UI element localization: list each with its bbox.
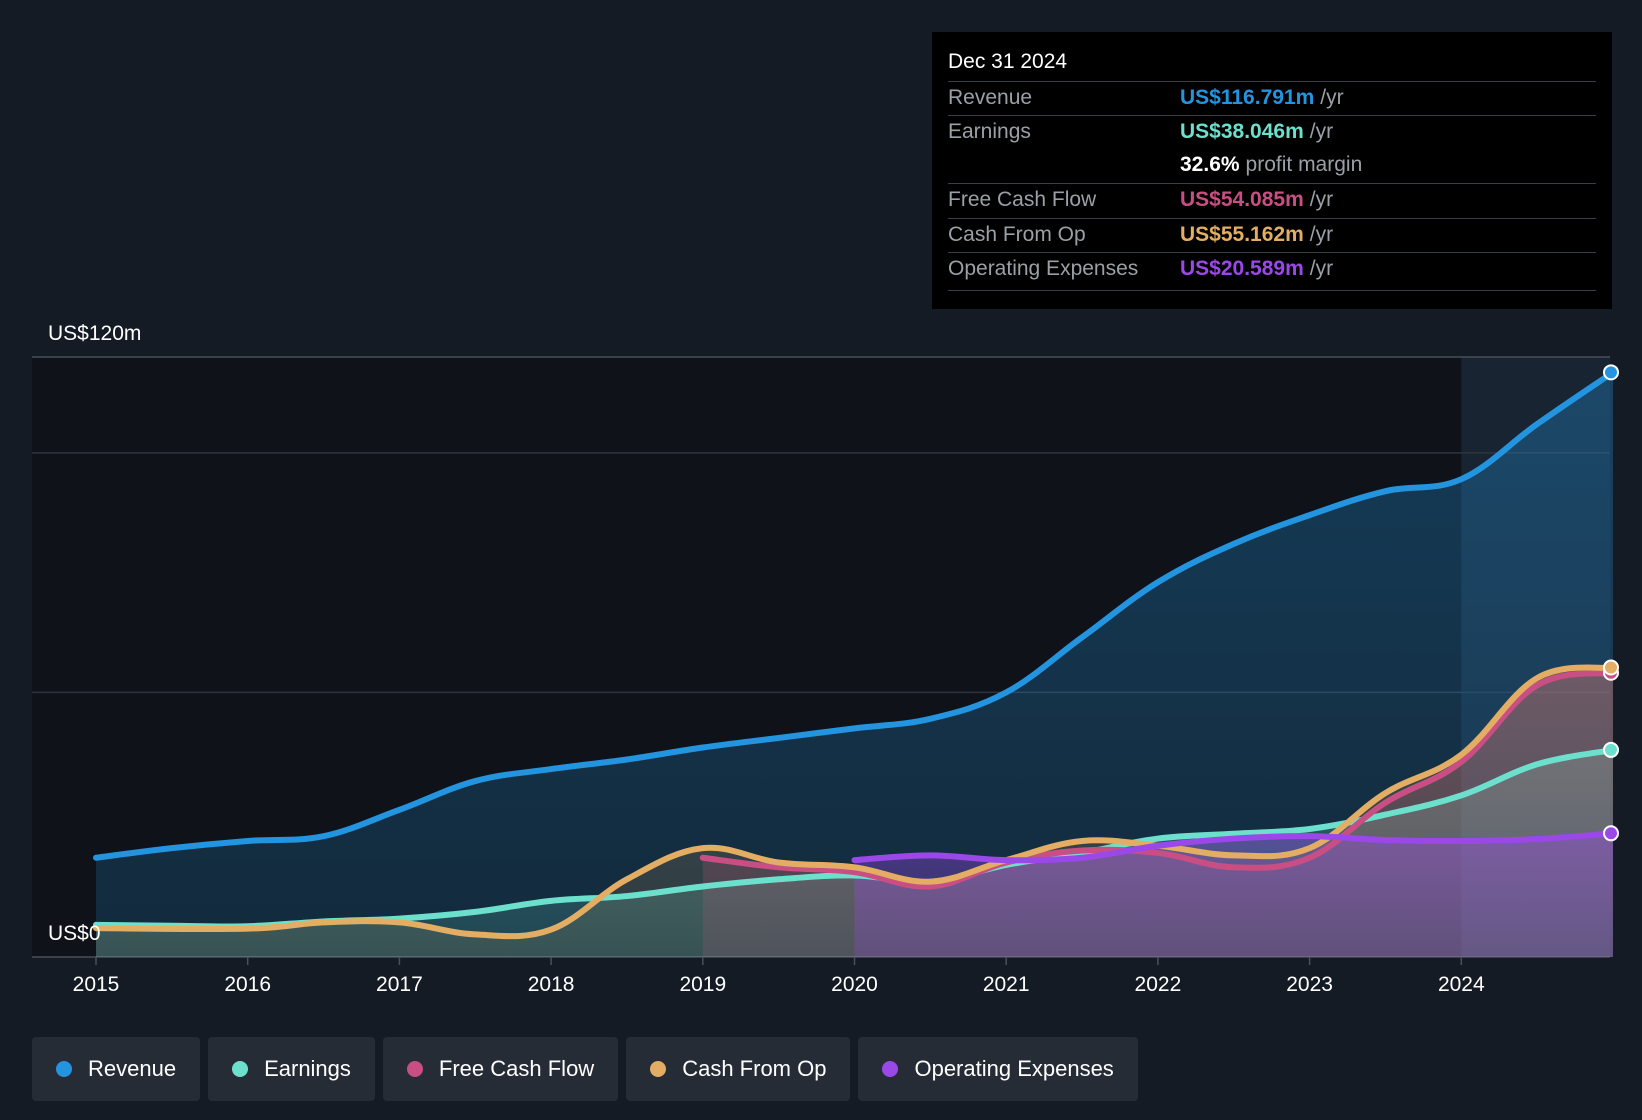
operating-expenses-dot-icon — [882, 1061, 899, 1077]
earnings-dot-icon — [232, 1061, 249, 1077]
tooltip-divider — [948, 290, 1596, 291]
revenue-dot-icon — [56, 1061, 72, 1077]
operating-expenses-end-point — [1603, 825, 1619, 842]
revenue-end-point — [1603, 364, 1619, 381]
legend-label: Revenue — [88, 1056, 177, 1081]
earnings-end-point — [1603, 741, 1619, 758]
operating-expenses-line — [851, 830, 1616, 864]
y-axis-min-label: US$0 — [48, 922, 101, 945]
tooltip-label: Earnings — [948, 120, 1031, 143]
tooltip-value: US$116.791m/yr — [1180, 86, 1344, 109]
cash-from-op-dot-icon — [650, 1061, 667, 1077]
cash-from-op-line — [93, 664, 1616, 940]
tooltip-row-revenue: Revenue US$116.791m/yr — [948, 81, 1596, 116]
x-tick-label: 2019 — [679, 973, 726, 996]
legend-item-operating-expenses[interactable]: Operating Expenses — [858, 1037, 1138, 1101]
legend-item-free-cash-flow[interactable]: Free Cash Flow — [382, 1037, 619, 1101]
legend-label: Free Cash Flow — [438, 1056, 595, 1081]
x-tick-label: 2015 — [73, 973, 120, 996]
tooltip-value: US$54.085m/yr — [1180, 188, 1334, 211]
x-tick-label: 2020 — [831, 973, 878, 996]
tooltip-label: Free Cash Flow — [948, 188, 1097, 211]
chart-legend: Revenue Earnings Free Cash Flow Cash Fro… — [32, 1037, 1138, 1101]
tooltip-row-cash-from-op: Cash From Op US$55.162m/yr — [948, 218, 1596, 253]
x-tick-label: 2016 — [224, 973, 271, 996]
operating-expenses-area — [854, 833, 1613, 957]
legend-item-cash-from-op[interactable]: Cash From Op — [626, 1037, 851, 1101]
tooltip-label: Operating Expenses — [948, 257, 1139, 280]
legend-label: Earnings — [264, 1056, 351, 1081]
legend-item-revenue[interactable]: Revenue — [32, 1037, 201, 1101]
y-axis-max-label: US$120m — [48, 322, 141, 345]
tooltip-value: US$38.046m/yr — [1180, 120, 1334, 143]
data-tooltip: Dec 31 2024 Revenue US$116.791m/yr Earni… — [932, 32, 1612, 309]
x-tick-label: 2021 — [983, 973, 1030, 996]
x-tick-label: 2017 — [376, 973, 423, 996]
tooltip-value: US$55.162m/yr — [1180, 223, 1334, 246]
tooltip-row-free-cash-flow: Free Cash Flow US$54.085m/yr — [948, 183, 1596, 218]
tooltip-label: Cash From Op — [948, 223, 1086, 246]
free-cash-flow-line — [699, 669, 1616, 890]
legend-label: Cash From Op — [682, 1056, 827, 1081]
x-tick-label: 2018 — [528, 973, 575, 996]
tooltip-label: Revenue — [948, 86, 1033, 109]
tooltip-value: US$20.589m/yr — [1180, 257, 1334, 280]
legend-label: Operating Expenses — [914, 1056, 1114, 1081]
legend-item-earnings[interactable]: Earnings — [208, 1037, 375, 1101]
tooltip-row-profit-margin: 32.6% profit margin — [948, 149, 1596, 183]
tooltip-date: Dec 31 2024 — [948, 50, 1068, 73]
x-tick-label: 2022 — [1135, 973, 1182, 996]
tooltip-row-earnings: Earnings US$38.046m/yr — [948, 115, 1596, 150]
cash-from-op-end-point — [1603, 659, 1619, 676]
revenue-area — [96, 372, 1613, 957]
tooltip-row-operating-expenses: Operating Expenses US$20.589m/yr — [948, 252, 1596, 287]
x-tick-label: 2023 — [1286, 973, 1333, 996]
revenue-line — [93, 369, 1616, 861]
free-cash-flow-dot-icon — [406, 1061, 423, 1077]
tooltip-value: 32.6% profit margin — [1180, 153, 1363, 176]
x-tick-label: 2024 — [1438, 973, 1485, 996]
